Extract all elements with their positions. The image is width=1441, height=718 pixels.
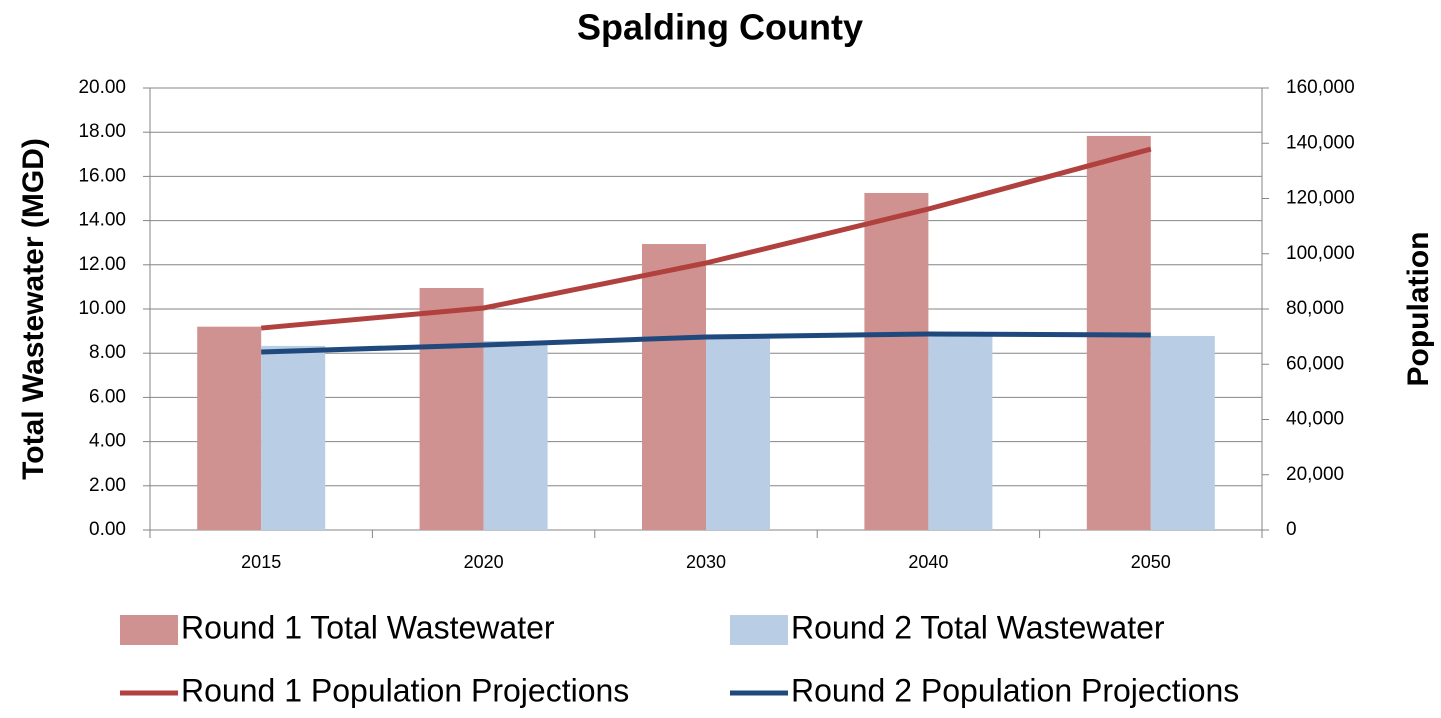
bar [864,192,929,530]
y-tick-label: 10.00 [78,298,126,319]
bar [642,244,706,530]
y-tick-label: 6.00 [89,386,126,407]
y-tick-label: 20.00 [78,77,126,98]
y2-axis-title: Population [1402,232,1435,387]
y-tick-label: 18.00 [78,121,126,142]
legend-swatch [120,615,178,645]
y2-tick-label: 120,000 [1286,188,1355,209]
legend-label: Round 2 Population Projections [791,672,1239,708]
bar [483,341,548,530]
bar [197,326,262,530]
legend-label: Round 1 Total Wastewater [181,609,555,645]
legend-label: Round 2 Total Wastewater [791,609,1165,645]
y2-tick-label: 60,000 [1286,353,1344,374]
y2-tick-label: 100,000 [1286,243,1355,264]
y-tick-label: 0.00 [89,519,126,540]
y-tick-label: 14.00 [78,210,126,231]
y-tick-label: 8.00 [89,342,126,363]
bar [261,345,326,530]
bar [706,335,770,530]
line [261,331,1151,355]
y2-tick-label: 80,000 [1286,298,1344,319]
x-tick-label: 2015 [241,552,281,572]
y2-tick-label: 140,000 [1286,132,1355,153]
x-tick-label: 2040 [908,552,948,572]
y2-tick-label: 160,000 [1286,77,1355,98]
bar [419,288,484,530]
y2-tick-label: 0 [1286,519,1297,540]
y2-tick-label: 20,000 [1286,464,1344,485]
x-tick-label: 2050 [1131,552,1171,572]
y-tick-label: 12.00 [78,254,126,275]
bar [928,335,993,530]
x-tick-label: 2030 [686,552,726,572]
y-tick-label: 2.00 [89,475,126,496]
legend-swatch [730,615,788,645]
bar [1150,335,1215,530]
line [260,146,1152,331]
y-tick-label: 16.00 [78,165,126,186]
y-tick-label: 4.00 [89,431,126,452]
x-tick-label: 2020 [464,552,504,572]
chart-title: Spalding County [577,7,863,48]
y2-tick-label: 40,000 [1286,409,1344,430]
legend-label: Round 1 Population Projections [181,672,629,708]
y-axis-title: Total Wastewater (MGD) [17,138,50,480]
